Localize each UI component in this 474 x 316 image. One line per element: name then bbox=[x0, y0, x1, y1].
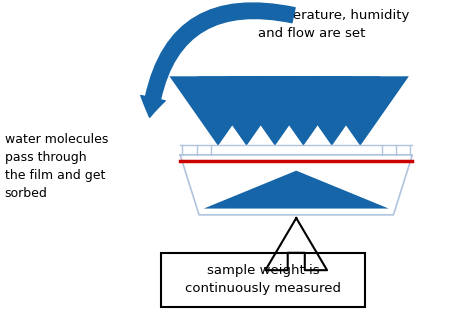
Text: temperature, humidity
and flow are set: temperature, humidity and flow are set bbox=[258, 9, 410, 40]
FancyArrowPatch shape bbox=[141, 3, 295, 117]
Polygon shape bbox=[204, 171, 389, 209]
FancyBboxPatch shape bbox=[161, 253, 365, 307]
Text: water molecules
pass through
the film and get
sorbed: water molecules pass through the film an… bbox=[5, 133, 108, 200]
Text: sample weight is
continuously measured: sample weight is continuously measured bbox=[185, 264, 341, 295]
